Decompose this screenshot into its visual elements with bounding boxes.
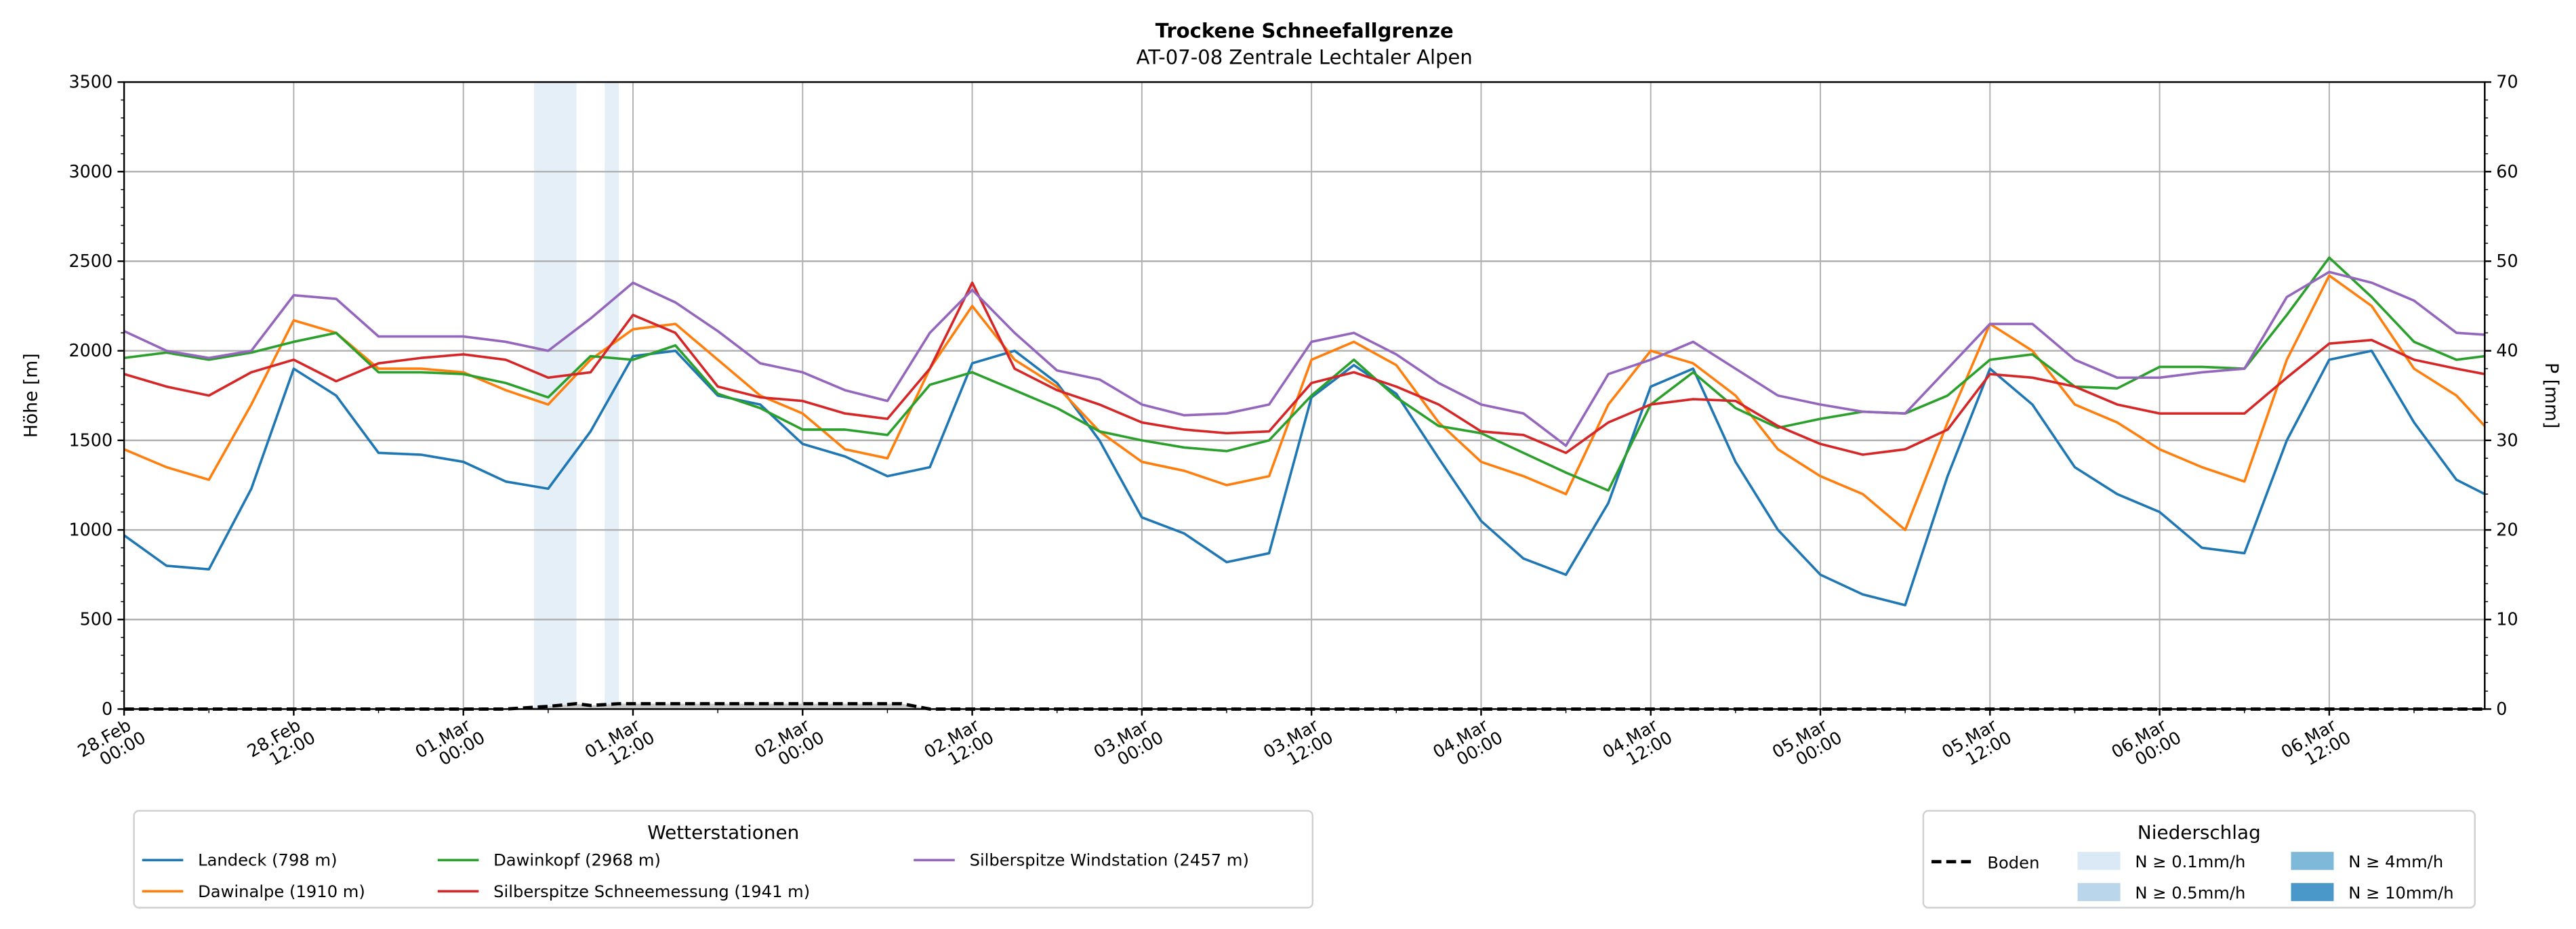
legend-precip-label-2: N ≥ 4mm/h <box>2348 852 2443 871</box>
legend-precip-swatch-3 <box>2291 883 2334 901</box>
y-tick-label: 2000 <box>68 340 113 360</box>
legend-precip: Niederschlag Boden N ≥ 0.1mm/h N ≥ 0.5mm/… <box>1922 810 2476 909</box>
y-tick-label: 3500 <box>68 72 113 92</box>
y-tick-label: 2500 <box>68 251 113 271</box>
y-right-tick-label: 50 <box>2496 251 2518 271</box>
legend-precip-label-3: N ≥ 10mm/h <box>2348 884 2453 903</box>
y-right-tick-label: 20 <box>2496 520 2518 540</box>
legend-stations: Wetterstationen Landeck (798 m) Dawinalpe… <box>133 810 1314 909</box>
legend-stations-title: Wetterstationen <box>647 821 799 844</box>
legend-precip-title: Niederschlag <box>2138 821 2261 844</box>
legend-boden-label: Boden <box>1987 853 2039 872</box>
y-right-tick-label: 40 <box>2496 340 2518 360</box>
series-lines <box>123 256 2486 606</box>
y-right-tick-label: 70 <box>2496 72 2518 92</box>
legend-precip-label-0: N ≥ 0.1mm/h <box>2135 852 2245 871</box>
series-line-3 <box>123 281 2485 456</box>
y-right-tick-label: 0 <box>2496 699 2507 719</box>
y-tick-label: 500 <box>80 609 113 629</box>
y-right-tick-label: 30 <box>2496 430 2518 450</box>
y-axis-label: Höhe [m] <box>21 353 42 438</box>
legend-stations-frame <box>133 810 1314 909</box>
y-tick-label: 3000 <box>68 161 113 182</box>
legend-precip-swatch-0 <box>2077 852 2121 870</box>
legend-precip-label-1: N ≥ 0.5mm/h <box>2135 884 2245 903</box>
legend-precip-swatch-1 <box>2077 883 2121 901</box>
legend-precip-swatch-2 <box>2291 852 2334 870</box>
plot-frame <box>123 81 2486 710</box>
precip-bands <box>533 82 619 709</box>
y-tick-label: 1500 <box>68 430 113 450</box>
y-right-tick-label: 10 <box>2496 609 2518 629</box>
y-tick-label: 0 <box>102 699 113 719</box>
series-line-2 <box>123 256 2485 492</box>
legend-label-3: Silberspitze Schneemessung (1941 m) <box>493 882 810 901</box>
chart-title: Trockene Schneefallgrenze <box>1156 20 1454 43</box>
legend-label-0: Landeck (798 m) <box>198 851 337 870</box>
legend-label-4: Silberspitze Windstation (2457 m) <box>970 851 1249 870</box>
chart-subtitle: AT-07-08 Zentrale Lechtaler Alpen <box>1137 45 1473 68</box>
series-line-1 <box>123 274 2486 531</box>
series-line-4 <box>123 270 2485 447</box>
y-right-tick-label: 60 <box>2496 161 2518 182</box>
y-axis-right-label: P [mm] <box>2541 363 2562 428</box>
legend-precip-frame <box>1922 810 2476 909</box>
y-tick-label: 1000 <box>68 520 113 540</box>
legend-label-2: Dawinkopf (2968 m) <box>493 851 661 870</box>
legend-label-1: Dawinalpe (1910 m) <box>198 882 365 901</box>
series-line-0 <box>123 349 2486 606</box>
boden-area <box>124 703 2485 709</box>
